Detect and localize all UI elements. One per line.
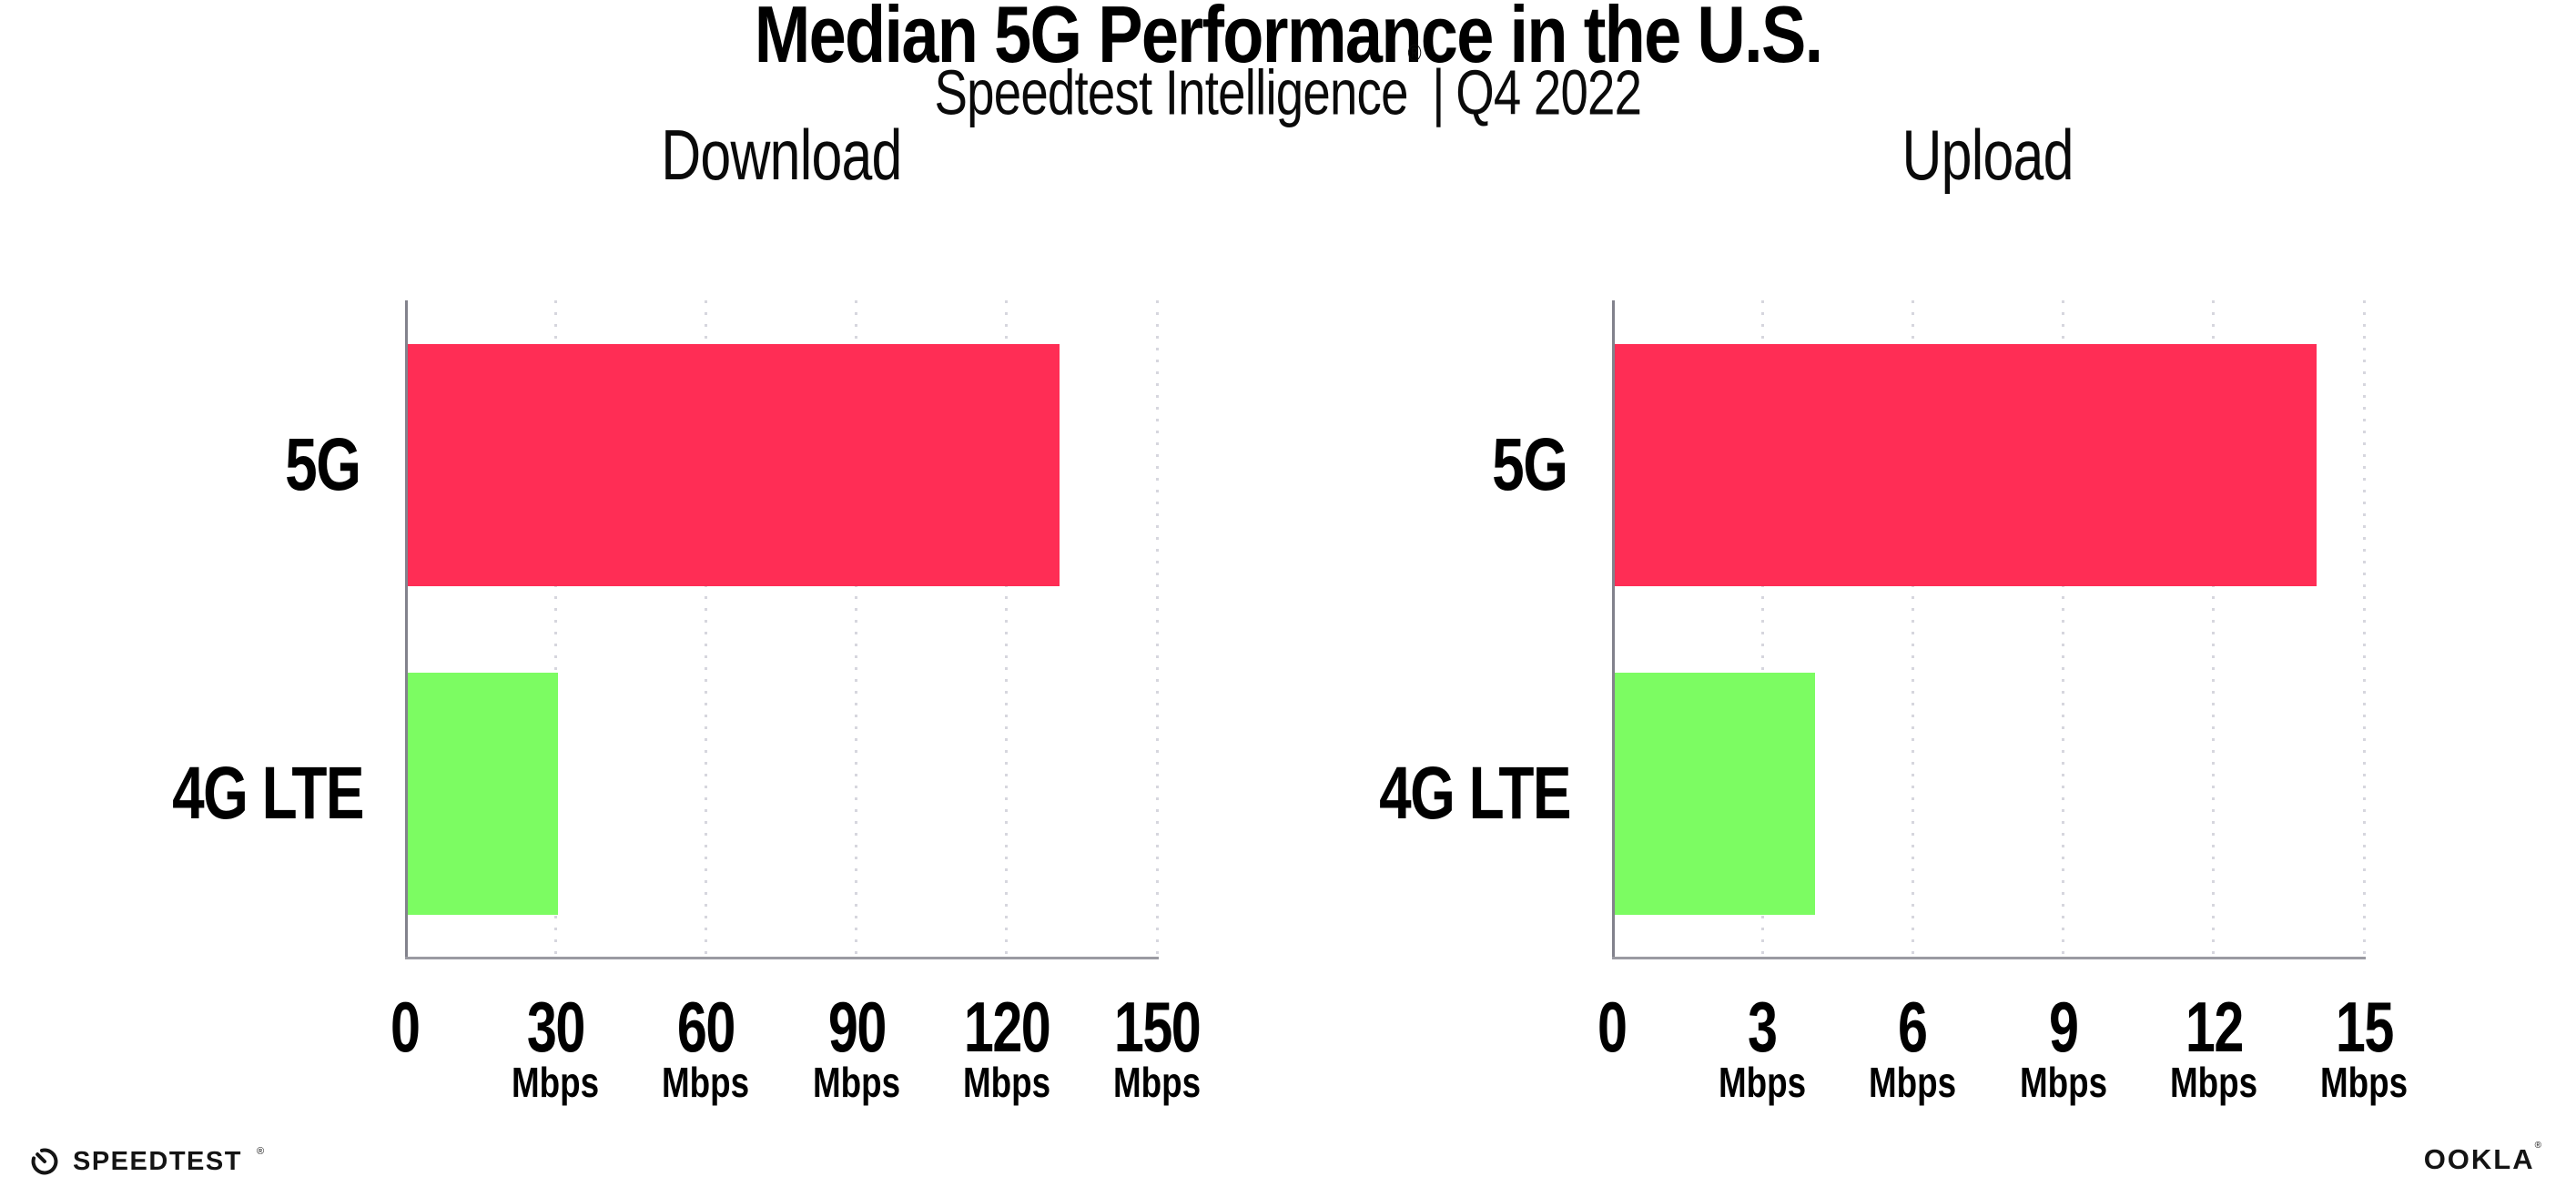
y-axis-line <box>405 300 408 959</box>
x-tick-label-150: 150 <box>1057 990 1257 1063</box>
x-tick-label-60: 60 <box>605 990 806 1063</box>
category-label-4g-lte: 4G LTE <box>1325 752 1571 835</box>
x-tick-label-15: 15 <box>2264 990 2464 1063</box>
speedtest-wordmark: SPEEDTEST <box>73 1146 242 1176</box>
y-axis-line <box>1612 300 1615 959</box>
category-label-5g: 5G <box>1325 423 1568 506</box>
x-tick-label-12: 12 <box>2114 990 2314 1063</box>
x-tick-value: 0 <box>390 987 421 1067</box>
page-subtitle: Speedtest Intelligence® | Q4 2022 <box>0 39 2576 128</box>
gridline-30 <box>553 300 557 959</box>
gridline-90 <box>855 300 858 959</box>
x-tick-unit: Mbps <box>2264 1060 2464 1104</box>
plot-area <box>405 300 1159 959</box>
ookla-logo: OOKLA® <box>2423 1140 2543 1176</box>
chart-title: Upload <box>1612 117 2364 193</box>
gridline-120 <box>1005 300 1009 959</box>
x-tick-value: 150 <box>1113 987 1202 1067</box>
gridline-6 <box>1911 300 1914 959</box>
x-tick-unit: Mbps <box>605 1060 806 1104</box>
x-tick-unit-text: Mbps <box>1718 1059 1807 1106</box>
x-tick-label-90: 90 <box>756 990 957 1063</box>
speedtest-logo: SPEEDTEST ® <box>30 1140 265 1183</box>
x-tick-value: 120 <box>963 987 1051 1067</box>
x-axis-line <box>1612 957 2366 959</box>
x-tick-value: 0 <box>1597 987 1628 1067</box>
x-tick-unit-text: Mbps <box>511 1059 600 1106</box>
x-tick-unit: Mbps <box>2114 1060 2314 1104</box>
x-tick-label-0: 0 <box>305 990 505 1063</box>
gridline-60 <box>704 300 707 959</box>
bar-5g <box>408 344 1060 586</box>
category-label-4g-lte: 4G LTE <box>118 752 364 835</box>
x-tick-unit-text: Mbps <box>2169 1059 2258 1106</box>
category-label-5g: 5G <box>118 423 361 506</box>
subtitle-brand: Speedtest Intelligence <box>934 56 1409 128</box>
bar-5g <box>1615 344 2317 586</box>
subtitle-period: Q4 2022 <box>1455 56 1642 128</box>
chart-title: Download <box>405 117 1157 193</box>
x-tick-unit: Mbps <box>455 1060 655 1104</box>
x-tick-value: 15 <box>2335 987 2394 1067</box>
x-tick-unit-text: Mbps <box>812 1059 901 1106</box>
bar-4g-lte <box>1615 673 1815 915</box>
page-title-text: Median 5G Performance in the U.S. <box>754 0 1823 79</box>
x-tick-label-3: 3 <box>1662 990 1862 1063</box>
download-chart: Download 5G 4G LTE 0 30 Mbps 60 Mbps 90 Mbps 120 Mb… <box>127 117 1229 1118</box>
x-tick-unit: Mbps <box>756 1060 957 1104</box>
page-title: Median 5G Performance in the U.S. <box>0 0 2576 78</box>
speedtest-registered-mark: ® <box>256 1146 265 1157</box>
x-tick-unit: Mbps <box>1662 1060 1862 1104</box>
upload-chart: Upload 5G 4G LTE 0 3 Mbps 6 Mbps 9 Mbps 12 Mbps 15 Mb… <box>1334 117 2436 1118</box>
ookla-wordmark: OOKLA <box>2423 1143 2535 1175</box>
registered-mark: ® <box>1407 39 1422 66</box>
x-tick-value: 60 <box>676 987 735 1067</box>
category-label-text: 5G <box>284 423 361 506</box>
gridline-9 <box>2062 300 2065 959</box>
x-tick-unit: Mbps <box>1812 1060 2013 1104</box>
plot-area <box>1612 300 2366 959</box>
x-tick-unit-text: Mbps <box>1112 1059 1202 1106</box>
ookla-registered-mark: ® <box>2534 1140 2543 1151</box>
chart-title-text: Download <box>660 115 902 195</box>
gridline-15 <box>2362 300 2366 959</box>
x-tick-unit: Mbps <box>1057 1060 1257 1104</box>
x-tick-unit: Mbps <box>1963 1060 2164 1104</box>
x-tick-value: 9 <box>2049 987 2079 1067</box>
x-tick-label-6: 6 <box>1812 990 2013 1063</box>
x-tick-value: 90 <box>827 987 887 1067</box>
x-tick-label-0: 0 <box>1512 990 1712 1063</box>
category-label-text: 4G LTE <box>172 752 364 835</box>
gridline-12 <box>2212 300 2216 959</box>
chart-title-text: Upload <box>1902 115 2074 195</box>
gridline-3 <box>1760 300 1764 959</box>
x-tick-unit-text: Mbps <box>2019 1059 2108 1106</box>
x-tick-unit-text: Mbps <box>2319 1059 2409 1106</box>
x-tick-label-120: 120 <box>907 990 1107 1063</box>
x-tick-value: 30 <box>526 987 585 1067</box>
bar-4g-lte <box>408 673 558 915</box>
x-tick-unit: Mbps <box>907 1060 1107 1104</box>
x-tick-unit-text: Mbps <box>661 1059 750 1106</box>
speedtest-gauge-icon <box>31 1148 58 1175</box>
subtitle-separator: | <box>1432 56 1445 128</box>
x-tick-unit-text: Mbps <box>1868 1059 1957 1106</box>
x-axis-line <box>405 957 1159 959</box>
gridline-150 <box>1155 300 1159 959</box>
x-tick-label-30: 30 <box>455 990 655 1063</box>
x-tick-value: 6 <box>1898 987 1928 1067</box>
category-label-text: 5G <box>1491 423 1568 506</box>
category-label-text: 4G LTE <box>1379 752 1571 835</box>
x-tick-unit-text: Mbps <box>962 1059 1051 1106</box>
x-tick-value: 3 <box>1748 987 1778 1067</box>
x-tick-value: 12 <box>2185 987 2244 1067</box>
x-tick-label-9: 9 <box>1963 990 2164 1063</box>
